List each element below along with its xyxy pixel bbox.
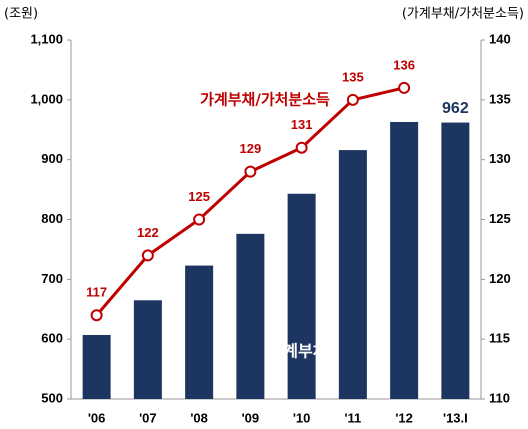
y2-tick-label: 130: [489, 151, 511, 166]
y-tick-label: 700: [41, 271, 63, 286]
line-value-label: 117: [86, 285, 107, 300]
bar-value-label: 962: [442, 100, 469, 117]
line-marker: [90, 309, 103, 322]
series-label: 가계부채/가처분소득: [200, 91, 330, 109]
y-tick-label: 500: [41, 390, 63, 405]
bar: [82, 334, 111, 399]
bar: [185, 265, 214, 399]
series-label: 가계부채: [269, 342, 328, 361]
bar: [390, 121, 419, 399]
y-tick-label: 800: [41, 211, 63, 226]
y2-tick-label: 110: [489, 390, 510, 405]
line-marker: [193, 213, 206, 226]
x-tick-label: '10: [293, 410, 311, 425]
line-marker: [346, 93, 359, 106]
y-tick-label: 1,100: [30, 31, 63, 46]
x-tick-label: '13.I: [443, 410, 468, 425]
line-value-label: 136: [393, 57, 415, 72]
x-tick-label: '12: [395, 410, 413, 425]
bar: [338, 150, 367, 399]
y2-axis-label: (가계부채/가처분소득): [402, 7, 524, 22]
y-tick-label: 600: [41, 331, 63, 346]
bar: [287, 193, 316, 399]
x-tick-label: '06: [88, 410, 106, 425]
x-tick-label: '09: [242, 410, 260, 425]
y2-tick-label: 125: [489, 211, 511, 226]
bar: [441, 122, 470, 399]
y-tick-label: 1,000: [30, 91, 63, 106]
line-value-label: 135: [342, 69, 364, 84]
y-tick-label: 900: [41, 151, 63, 166]
line-value-label: 129: [240, 141, 262, 156]
line-marker: [244, 165, 257, 178]
bar: [133, 300, 162, 399]
y2-tick-label: 135: [489, 91, 511, 106]
x-tick-label: '07: [139, 410, 157, 425]
y2-tick-label: 140: [489, 31, 511, 46]
y-axis-label: (조원): [4, 7, 38, 22]
line-marker: [295, 141, 308, 154]
y2-tick-label: 115: [489, 331, 510, 346]
line-value-label: 131: [291, 117, 313, 132]
x-tick-label: '11: [344, 410, 361, 425]
line-value-label: 122: [137, 225, 159, 240]
line-value-label: 125: [188, 189, 210, 204]
y2-tick-label: 120: [489, 271, 511, 286]
bar: [236, 233, 265, 399]
line-marker: [141, 249, 154, 262]
line-marker: [398, 81, 411, 94]
x-tick-label: '08: [190, 410, 208, 425]
